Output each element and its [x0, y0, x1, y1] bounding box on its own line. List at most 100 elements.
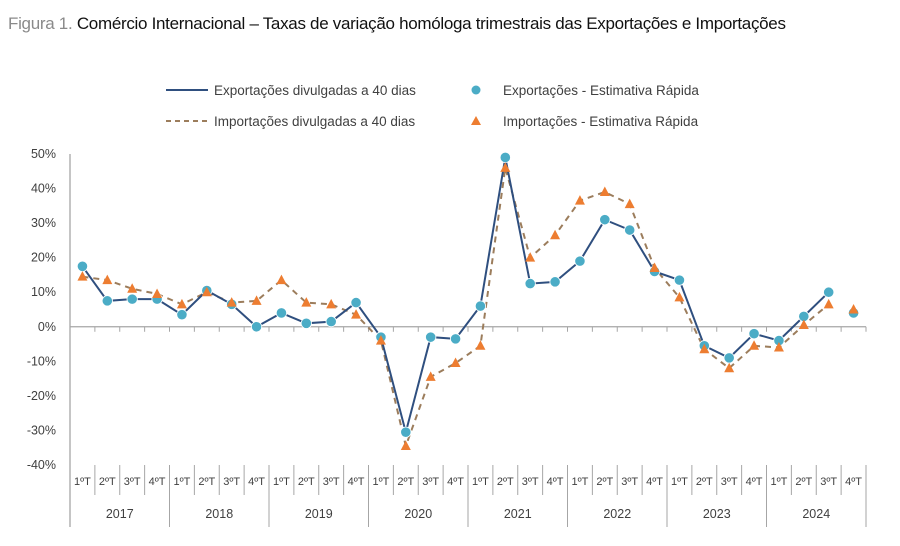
y-tick-label: 40% [31, 182, 56, 196]
quarter-label: 1ºT [572, 476, 589, 488]
quarter-label: 1ºT [771, 476, 788, 488]
imports-estimate-triangle [226, 297, 237, 307]
imports-estimate-triangle [102, 274, 113, 285]
exports-estimate-dot [624, 224, 636, 236]
imports-estimate-triangle [649, 262, 660, 273]
imports-estimate-triangle [724, 362, 735, 373]
quarter-label: 2ºT [497, 476, 514, 488]
series-layer [76, 151, 860, 450]
imports-estimate-triangle [599, 186, 610, 197]
imports-estimate-triangle [375, 335, 386, 345]
imports-estimate-triangle [574, 195, 585, 205]
quarter-label: 2ºT [198, 476, 215, 488]
quarter-label: 2ºT [795, 476, 812, 488]
quarter-label: 3ºT [522, 476, 539, 488]
exports-estimate-dot [350, 296, 362, 309]
exports-estimate-dot [101, 295, 113, 307]
legend: Exportações divulgadas a 40 dias Exporta… [166, 83, 699, 129]
quarter-label: 4ºT [447, 476, 464, 488]
quarter-label: 3ºT [721, 476, 738, 488]
exports-estimate-dot [425, 331, 437, 343]
y-tick-label: 0% [38, 320, 56, 334]
imports-estimate-triangle [450, 357, 461, 368]
quarter-label: 1ºT [273, 476, 290, 488]
year-label: 2024 [802, 507, 830, 521]
exports-40-days-line [81, 157, 830, 437]
imports-estimate-triangle [550, 229, 561, 240]
imports-estimate-triangle [176, 298, 187, 309]
quarter-label: 4ºT [845, 476, 862, 488]
imports-estimate-triangle [201, 286, 212, 297]
quarter-label: 3ºT [820, 476, 837, 488]
y-tick-label: -10% [27, 354, 56, 368]
exports-estimate-dot [275, 307, 288, 319]
y-tick-label: 30% [31, 216, 56, 230]
imports-estimate-triangle [127, 283, 138, 293]
quarter-label: 4ºT [248, 476, 265, 488]
exports-estimate-dot [574, 255, 586, 267]
exports-estimate-dot [474, 300, 487, 312]
exports-estimate-dot [176, 309, 188, 321]
quarter-label: 4ºT [746, 476, 763, 488]
y-tick-label: -30% [27, 423, 56, 437]
exports-estimate-dot [748, 328, 760, 340]
imports-estimate-triangle [425, 371, 436, 381]
legend-imports-line-label: Importações divulgadas a 40 dias [214, 114, 415, 129]
exports-estimate-dot [499, 151, 511, 164]
y-axis: 50% 40% 30% 20% 10% 0% -10% -20% -30% -40% [27, 147, 71, 527]
y-tick-label: 10% [31, 285, 56, 299]
exports-estimate-dot [673, 274, 686, 286]
exports-estimate-dot [126, 293, 138, 305]
y-tick-label: 20% [31, 251, 56, 265]
quarter-label: 2ºT [397, 476, 414, 488]
imports-estimate-triangle [749, 340, 760, 350]
imports-estimate-triangle [326, 298, 337, 309]
year-label: 2018 [205, 507, 233, 521]
imports-estimate-triangle [699, 343, 710, 354]
imports-estimate-triangle [848, 304, 859, 314]
quarter-label: 1ºT [671, 476, 688, 488]
y-tick-label: 50% [31, 147, 56, 161]
quarter-label: 3ºT [323, 476, 340, 488]
imports-estimate-triangle [351, 309, 362, 319]
imports-estimate-triangle [77, 271, 88, 281]
quarter-label: 4ºT [547, 476, 564, 488]
y-tick-label: -20% [27, 389, 56, 403]
exports-estimate-dot [400, 426, 412, 438]
legend-imports-triangle-swatch [471, 116, 481, 125]
quarter-label: 4ºT [646, 476, 663, 488]
quarter-label: 3ºT [124, 476, 141, 488]
quarter-label: 1ºT [174, 476, 191, 488]
exports-estimate-dot [823, 286, 835, 298]
exports-estimate-dot [524, 277, 536, 290]
legend-exports-dot-swatch [471, 85, 481, 95]
imports-estimate-triangle [475, 340, 486, 350]
imports-estimate-triangle [400, 440, 411, 450]
legend-imports-triangle-label: Importações - Estimativa Rápida [503, 114, 699, 129]
imports-estimate-triangle [525, 252, 536, 262]
quarter-label: 3ºT [422, 476, 439, 488]
imports-estimate-triangle [276, 274, 287, 285]
imports-estimate-triangle [773, 342, 784, 352]
exports-estimate-dot [325, 315, 337, 328]
quarter-label: 2ºT [298, 476, 315, 488]
imports-estimate-triangle [251, 295, 262, 305]
imports-estimate-triangle [798, 319, 809, 330]
imports-estimate-triangle [674, 291, 685, 302]
quarter-label: 1ºT [373, 476, 390, 488]
quarter-label: 2ºT [99, 476, 116, 488]
quarter-label: 1ºT [74, 476, 91, 488]
quarter-label: 2ºT [696, 476, 713, 488]
y-tick-label: -40% [27, 458, 56, 472]
exports-estimate-dot [449, 333, 462, 345]
quarter-label: 4ºT [149, 476, 166, 488]
exports-estimate-dot [300, 317, 312, 329]
quarter-label: 3ºT [223, 476, 240, 488]
legend-exports-line-label: Exportações divulgadas a 40 dias [214, 83, 416, 98]
year-label: 2017 [106, 507, 134, 521]
imports-estimate-triangle [301, 297, 312, 307]
year-label: 2022 [603, 507, 631, 521]
year-label: 2021 [504, 507, 532, 521]
imports-estimate-triangle [624, 198, 635, 209]
